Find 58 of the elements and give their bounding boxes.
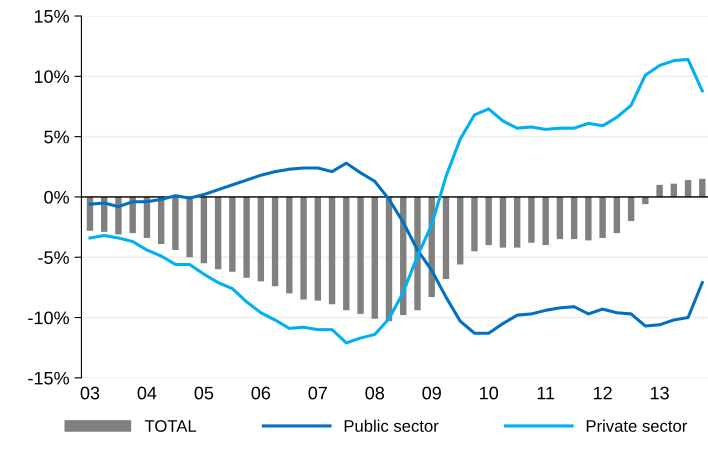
bar	[684, 180, 692, 197]
bar	[214, 196, 222, 270]
bar	[158, 196, 164, 244]
x-tick-label: 10	[480, 386, 498, 400]
bar	[528, 196, 535, 243]
legend-label: Private sector	[586, 420, 688, 432]
y-tick-label: 10%	[34, 70, 69, 84]
x-tick-label: 13	[650, 386, 669, 400]
legend-label: TOTAL	[144, 420, 196, 432]
bar	[599, 196, 606, 238]
bar	[229, 196, 236, 272]
x-tick-label: 06	[252, 386, 270, 400]
bar	[656, 184, 663, 197]
x-tick-label: 12	[594, 386, 612, 400]
bar	[699, 178, 706, 197]
bar	[542, 196, 549, 246]
y-tick-label: -15%	[28, 372, 69, 385]
bar	[585, 196, 592, 240]
y-tick-label: 5%	[44, 130, 69, 144]
x-tick-label: 11	[538, 386, 554, 400]
y-tick-label: 0%	[44, 190, 69, 204]
y-tick-label: -10%	[28, 311, 69, 324]
bar	[670, 184, 678, 197]
line-series	[88, 162, 704, 335]
bar	[500, 196, 506, 248]
bar	[471, 196, 478, 252]
bar	[642, 196, 649, 204]
bar	[614, 196, 620, 234]
y-tick-label: 15%	[34, 10, 69, 23]
bar	[570, 196, 578, 240]
bar	[272, 196, 278, 286]
bar	[514, 196, 520, 248]
x-tick-label: 08	[365, 386, 384, 400]
bar	[556, 196, 564, 240]
bar	[442, 196, 450, 279]
bar	[328, 196, 336, 304]
x-tick-label: 07	[308, 386, 327, 400]
bar	[343, 196, 350, 310]
bar	[258, 196, 264, 282]
bar	[286, 196, 293, 294]
bar	[300, 196, 307, 300]
bar	[485, 196, 492, 246]
x-tick-label: 04	[138, 386, 156, 400]
bar	[314, 196, 322, 301]
x-tick-label: 03	[80, 386, 100, 400]
bar	[372, 196, 378, 319]
bar	[628, 196, 634, 222]
bar	[172, 196, 179, 250]
line-series	[88, 58, 704, 344]
legend-label: Public sector	[344, 420, 438, 432]
bar	[186, 196, 193, 258]
x-tick-label: 05	[194, 386, 214, 400]
y-tick-label: -5%	[38, 251, 69, 264]
bar	[357, 196, 364, 314]
bar	[243, 196, 250, 278]
bar	[457, 196, 464, 264]
x-tick-label: 09	[422, 386, 441, 400]
bar	[200, 196, 208, 264]
